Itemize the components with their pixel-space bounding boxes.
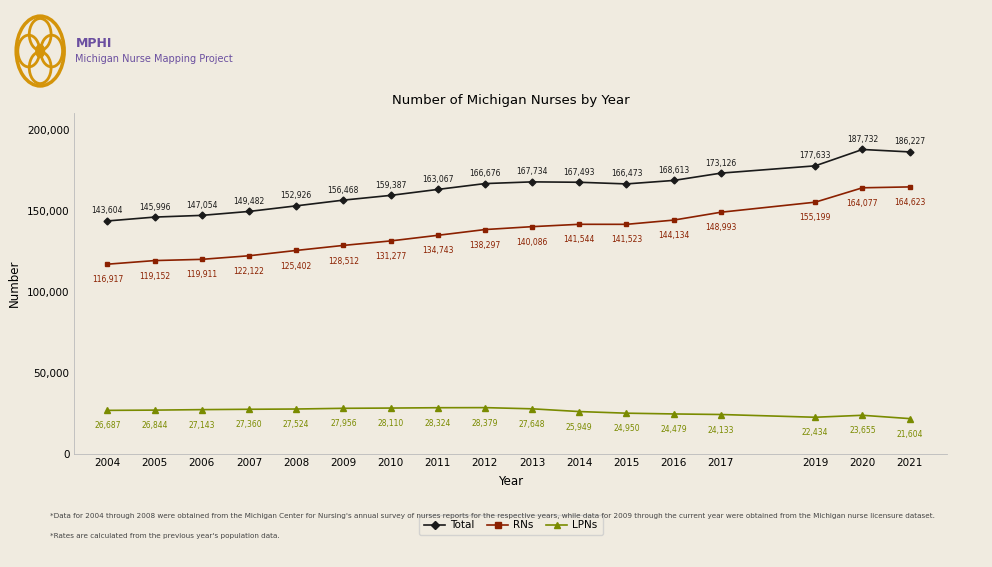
Text: 166,473: 166,473 [611,170,642,179]
Text: 177,633: 177,633 [800,151,831,160]
X-axis label: Year: Year [498,475,524,488]
Text: 143,604: 143,604 [91,206,123,215]
Text: 187,732: 187,732 [847,135,878,144]
Text: 27,648: 27,648 [519,420,546,429]
Text: 152,926: 152,926 [281,191,311,200]
Text: 155,199: 155,199 [800,213,831,222]
Text: 27,524: 27,524 [283,420,310,429]
Y-axis label: Number: Number [8,260,22,307]
Text: 27,956: 27,956 [330,420,357,429]
Text: 25,949: 25,949 [566,422,592,431]
Text: 125,402: 125,402 [281,261,311,270]
Text: 138,297: 138,297 [469,240,501,249]
Text: 128,512: 128,512 [328,256,359,265]
Circle shape [36,45,45,57]
Text: 27,360: 27,360 [236,420,262,429]
Text: 164,077: 164,077 [847,199,878,208]
Text: 141,544: 141,544 [563,235,595,244]
Text: 156,468: 156,468 [327,185,359,194]
Text: 28,379: 28,379 [471,419,498,428]
Text: 23,655: 23,655 [849,426,876,435]
Text: 173,126: 173,126 [705,159,736,168]
Text: 119,152: 119,152 [139,272,171,281]
Text: 164,623: 164,623 [894,198,926,207]
Text: 21,604: 21,604 [897,430,923,439]
Text: 141,523: 141,523 [611,235,642,244]
Text: 168,613: 168,613 [658,166,689,175]
Text: 145,996: 145,996 [139,202,171,211]
Text: 148,993: 148,993 [705,223,736,232]
Text: 22,434: 22,434 [802,428,828,437]
Text: Michigan Nurse Mapping Project: Michigan Nurse Mapping Project [75,54,233,64]
Text: 131,277: 131,277 [375,252,406,261]
Text: 24,479: 24,479 [661,425,687,434]
Text: 166,676: 166,676 [469,169,501,178]
Title: Number of Michigan Nurses by Year: Number of Michigan Nurses by Year [392,94,630,107]
Text: 28,110: 28,110 [377,419,404,428]
Text: 134,743: 134,743 [422,247,453,255]
Text: 144,134: 144,134 [658,231,689,240]
Text: 122,122: 122,122 [233,267,265,276]
Text: *Data for 2004 through 2008 were obtained from the Michigan Center for Nursing's: *Data for 2004 through 2008 were obtaine… [50,513,934,519]
Text: 26,844: 26,844 [142,421,168,430]
Text: 27,143: 27,143 [188,421,215,430]
Text: 140,086: 140,086 [517,238,548,247]
Legend: Total, RNs, LPNs: Total, RNs, LPNs [419,515,603,535]
Text: 159,387: 159,387 [375,181,407,190]
Text: MPHI: MPHI [75,37,112,50]
Text: 24,950: 24,950 [613,424,640,433]
Text: 116,917: 116,917 [92,276,123,284]
Text: 119,911: 119,911 [186,270,217,280]
Text: 167,493: 167,493 [563,168,595,177]
Text: 147,054: 147,054 [186,201,217,210]
Text: 149,482: 149,482 [233,197,265,206]
Text: 24,133: 24,133 [707,426,734,435]
Text: 28,324: 28,324 [425,419,451,428]
Text: *Rates are calculated from the previous year's population data.: *Rates are calculated from the previous … [50,533,279,539]
Text: 163,067: 163,067 [422,175,453,184]
Text: 167,734: 167,734 [517,167,548,176]
Text: 186,227: 186,227 [894,137,926,146]
Text: 26,687: 26,687 [94,421,121,430]
